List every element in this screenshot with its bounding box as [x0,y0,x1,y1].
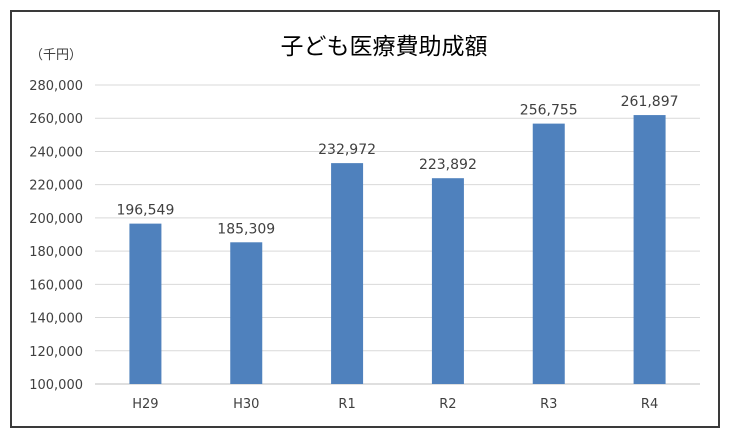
x-tick-label: H29 [132,397,158,412]
data-label: 261,897 [621,94,679,110]
bar-chart: 子ども医療費助成額 （千円） 196,549 185,309 232,972 223,… [29,34,700,412]
x-tick-label: H30 [233,397,259,412]
y-tick-label: 160,000 [29,278,83,293]
data-label: 223,892 [419,157,477,173]
x-tick-label: R4 [641,397,658,412]
x-tick-label: R1 [338,397,355,412]
y-tick-label: 120,000 [29,345,83,360]
bar-h29 [129,223,162,384]
chart-title: 子ども医療費助成額 [281,34,488,60]
y-tick-label: 100,000 [29,378,83,393]
bar-r3 [532,123,565,385]
y-tick-label: 280,000 [29,79,83,94]
bar-r1 [331,163,364,384]
bar-r4 [633,115,666,384]
data-label: 232,972 [318,142,376,158]
data-label: 256,755 [520,103,578,119]
y-tick-label: 180,000 [29,245,83,260]
y-tick-label: 220,000 [29,179,83,194]
gridlines [95,84,700,385]
bar-h30 [230,242,263,384]
bar-r2 [431,178,464,384]
bars: 196,549 185,309 232,972 223,892 256,755 261,8… [116,94,679,385]
unit-label: （千円） [30,48,82,63]
y-tick-label: 200,000 [29,212,83,227]
x-tick-label: R2 [439,397,456,412]
data-label: 196,549 [116,203,174,219]
x-tick-label: R3 [540,397,557,412]
y-tick-label: 240,000 [29,145,83,160]
data-label: 185,309 [217,221,275,237]
axes: 100,000 120,000 140,000 160,000 180,000 200,0… [29,79,658,412]
chart-frame: 子ども医療費助成額 （千円） 196,549 185,309 232,972 223,… [10,10,720,428]
y-tick-label: 140,000 [29,312,83,327]
y-tick-label: 260,000 [29,112,83,127]
